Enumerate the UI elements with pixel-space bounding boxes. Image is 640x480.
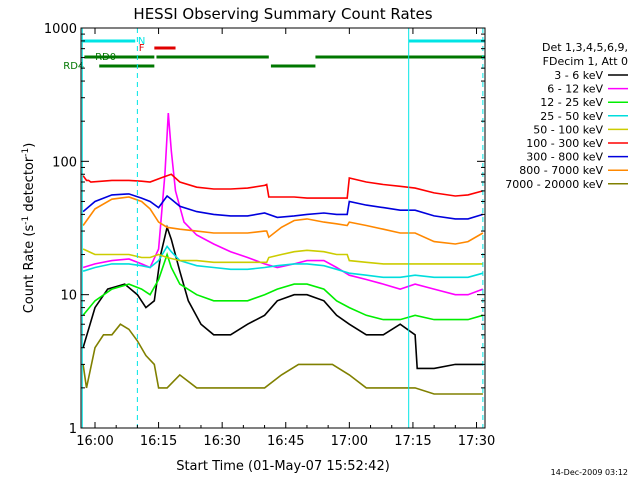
series-line-1 (82, 113, 484, 296)
x-tick-label-6: 17:30 (458, 434, 495, 449)
legend-label-1: 6 - 12 keV (547, 83, 603, 96)
legend-label-8: 7000 - 20000 keV (505, 178, 603, 191)
flag-label-2: RD0 (95, 52, 116, 63)
y-label-sup1: -1 (21, 216, 31, 225)
y-tick-label-0: 1 (69, 422, 77, 437)
legend-label-7: 800 - 7000 keV (519, 164, 603, 177)
chart-title: HESSI Observing Summary Count Rates (133, 5, 432, 23)
y-label-prefix: Count Rate (s (22, 225, 37, 314)
y-tick-label-1: 10 (60, 289, 77, 304)
series-line-3 (82, 244, 484, 279)
flag-label-3: RD4 (63, 61, 84, 72)
x-axis-label: Start Time (01-May-07 15:52:42) (176, 459, 390, 474)
series-line-8 (82, 323, 483, 395)
series-line-0 (82, 224, 483, 370)
x-tick-label-2: 16:30 (203, 434, 240, 449)
flag-label-1: F (139, 43, 145, 54)
legend-header-line-2: FDecim 1, Att 0 (543, 55, 628, 68)
legend-label-6: 300 - 800 keV (526, 151, 603, 164)
series-line-5 (82, 173, 484, 199)
y-tick-label-3: 1000 (44, 22, 77, 37)
x-tick-label-5: 17:15 (394, 434, 431, 449)
plot-frame (80, 27, 486, 429)
y-axis-label: Count Rate (s-1 detector-1) (21, 143, 37, 314)
x-tick-label-0: 16:00 (76, 434, 113, 449)
legend: Det 1,3,4,5,6,9, FDecim 1, Att 0 3 - 6 k… (505, 41, 628, 191)
y-axis-ticks: 1 10 100 1000 (44, 22, 485, 437)
x-axis-ticks: 16:00 16:15 16:30 16:45 17:00 17:15 17:30 (76, 28, 495, 449)
y-label-suffix: ) (22, 143, 37, 148)
x-tick-label-1: 16:15 (140, 434, 177, 449)
legend-label-4: 50 - 100 keV (533, 123, 603, 136)
legend-label-0: 3 - 6 keV (554, 69, 603, 82)
series-lines (82, 113, 484, 395)
series-line-6 (82, 193, 484, 220)
y-label-mid: detector (22, 156, 37, 216)
footer-timestamp: 14-Dec-2009 03:12 (551, 468, 628, 477)
y-label-sup2: -1 (21, 148, 31, 157)
series-line-2 (82, 251, 484, 321)
flag-bars: NF RD0 RD4 (63, 36, 485, 72)
vertical-markers (81, 28, 484, 428)
flag-label-0: N (138, 36, 145, 47)
y-tick-label-2: 100 (52, 155, 77, 170)
series-line-4 (82, 248, 483, 265)
legend-label-3: 25 - 50 keV (540, 110, 603, 123)
x-tick-label-3: 16:45 (267, 434, 304, 449)
legend-header-line-1: Det 1,3,4,5,6,9, (542, 41, 628, 54)
series-line-7 (82, 196, 484, 245)
legend-label-2: 12 - 25 keV (540, 96, 603, 109)
x-tick-label-4: 17:00 (331, 434, 368, 449)
legend-label-5: 100 - 300 keV (526, 137, 603, 150)
